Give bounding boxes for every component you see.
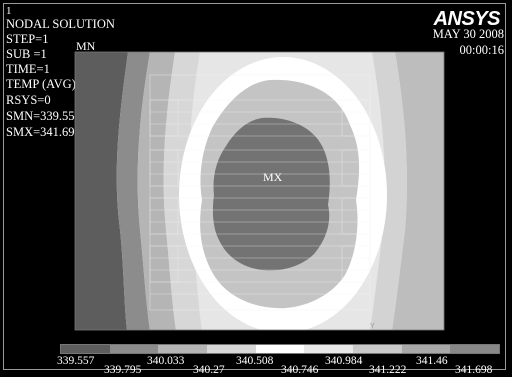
legend-tick: 341.46 — [416, 355, 448, 367]
legend-tick: 340.033 — [147, 355, 185, 367]
ansys-logo: ANSYS — [433, 8, 501, 30]
contour-band-7 — [212, 117, 330, 271]
legend-swatch — [61, 345, 110, 353]
info-result: TEMP (AVG) — [6, 77, 76, 91]
date-label: MAY 30 2008 — [432, 27, 504, 41]
max-marker: MX — [263, 170, 283, 184]
window-number: 1 — [6, 5, 12, 17]
legend-tick: 340.27 — [193, 364, 225, 376]
info-smx: SMX=341.698 — [6, 125, 81, 139]
legend-swatch — [109, 345, 159, 353]
legend-swatch — [255, 345, 305, 353]
info-smn: SMN=339.557 — [6, 109, 81, 123]
legend-tick: 341.222 — [369, 364, 407, 376]
domain-outline — [74, 51, 445, 331]
info-time: TIME=1 — [6, 62, 50, 76]
info-step: STEP=1 — [6, 32, 49, 46]
viewport-border — [3, 3, 506, 370]
info-title: NODAL SOLUTION — [6, 17, 115, 31]
legend-tick: 341.698 — [455, 364, 493, 376]
legend-swatch — [304, 345, 354, 353]
info-sub: SUB =1 — [6, 47, 47, 61]
legend-swatch — [450, 345, 500, 353]
legend-swatch — [207, 345, 256, 353]
legend-tick: 339.795 — [104, 364, 142, 376]
legend-swatch — [401, 345, 451, 353]
legend-tick: 340.746 — [281, 364, 319, 376]
legend-colorbar — [60, 344, 500, 354]
contour-band-1 — [75, 52, 128, 330]
min-marker: MN — [76, 39, 96, 53]
legend-tick: 339.557 — [57, 355, 95, 367]
contour-band-2 — [116, 52, 150, 330]
contour-band-9 — [392, 52, 444, 330]
contour-band-8 — [370, 52, 407, 330]
legend-swatch — [158, 345, 208, 353]
legend-swatch — [353, 345, 402, 353]
info-rsys: RSYS=0 — [6, 93, 51, 107]
contour-band-3 — [137, 52, 176, 330]
mesh-lines — [149, 74, 371, 311]
legend-tick: 340.508 — [236, 355, 274, 367]
time-label: 00:00:16 — [459, 43, 504, 57]
legend-tick: 340.984 — [325, 355, 363, 367]
axis-triad-label: Y — [370, 323, 375, 330]
